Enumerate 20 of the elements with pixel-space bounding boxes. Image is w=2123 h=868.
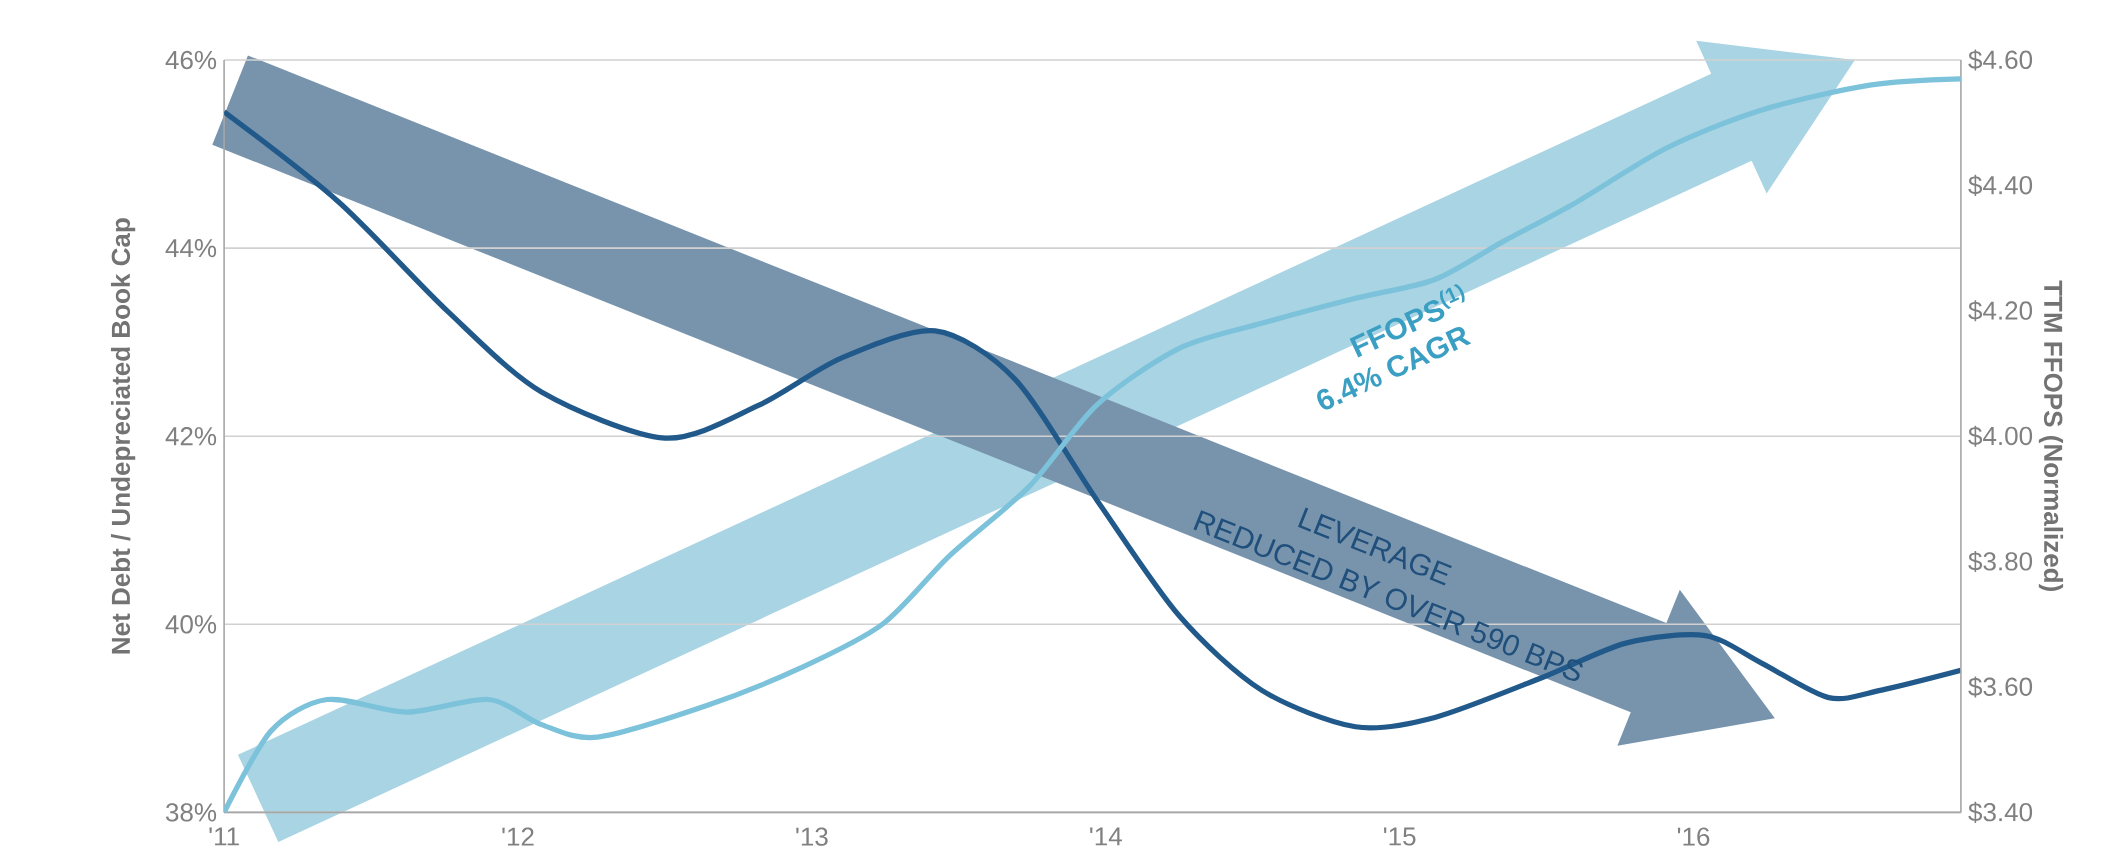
y-axis-title: Net Debt / Undepreciated Book Cap: [110, 218, 136, 654]
y2-tick-label: $3.40: [1968, 801, 2033, 823]
x-tick-label: '11: [209, 827, 239, 846]
y-tick-label: 46%: [165, 50, 217, 70]
x-tick-label: '14: [1090, 827, 1122, 846]
x-tick-label: '12: [502, 827, 534, 846]
y2-tick-label: $4.40: [1968, 174, 2033, 196]
y2-tick-label: $3.80: [1968, 550, 2033, 572]
y2-tick-label: $4.60: [1968, 49, 2033, 71]
y-tick-label: 38%: [165, 802, 217, 822]
x-tick-label: '15: [1383, 827, 1416, 846]
y2-axis-title: TTM FFOPS (Normalized): [2038, 280, 2064, 591]
y-tick-label: 40%: [165, 614, 217, 634]
y-tick-label: 44%: [165, 238, 217, 258]
y2-tick-label: $4.20: [1968, 300, 2033, 322]
y2-tick-label: $3.60: [1968, 676, 2033, 698]
y-tick-label: 42%: [165, 426, 217, 446]
y2-tick-label: $4.00: [1968, 425, 2033, 447]
x-tick-label: '16: [1677, 827, 1710, 846]
x-tick-label: '13: [796, 827, 828, 846]
